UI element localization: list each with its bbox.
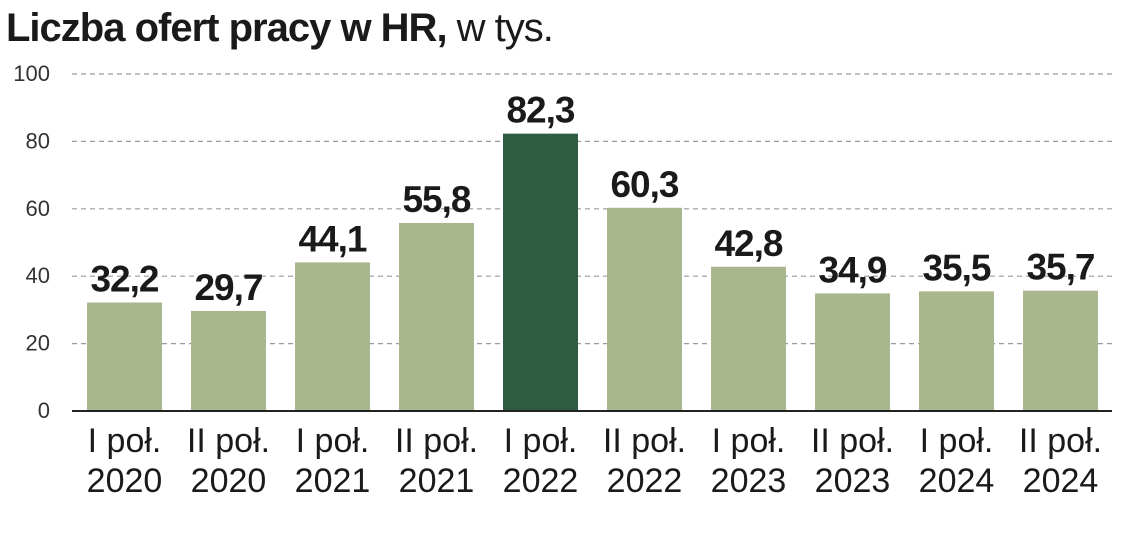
data-label: 60,3 [610,164,678,205]
x-tick-label-period: I poł. [920,422,994,460]
x-tick-label-year: 2024 [919,462,995,500]
x-tick-label-period: II poł. [1019,422,1102,460]
chart-title: Liczba ofert pracy w HR, w tys. [6,6,554,50]
y-tick-label: 40 [26,263,50,288]
x-tick-label-year: 2021 [399,462,475,500]
x-tick-label-year: 2020 [87,462,163,500]
bar [87,302,162,411]
data-label: 34,9 [818,249,886,290]
data-label: 35,5 [922,247,990,288]
x-tick-label-year: 2022 [503,462,579,500]
bar [399,222,474,411]
x-tick-label-year: 2022 [607,462,683,500]
x-tick-label-period: II poł. [395,422,478,460]
x-tick-label-year: 2024 [1023,462,1099,500]
y-tick-label: 0 [38,398,50,423]
x-tick-label-year: 2021 [295,462,371,500]
y-tick-label: 80 [26,128,50,153]
data-label: 82,3 [506,90,574,131]
bar [815,293,890,411]
x-tick-label-period: II poł. [187,422,270,460]
x-tick-label-year: 2020 [191,462,267,500]
x-tick-label-year: 2023 [711,462,787,500]
y-tick-label: 60 [26,196,50,221]
x-tick-label-period: II poł. [811,422,894,460]
x-tick-label-period: I poł. [504,422,578,460]
x-tick-label-period: I poł. [88,422,162,460]
y-tick-label: 100 [13,61,50,86]
data-label: 29,7 [194,267,262,308]
bar [191,310,266,411]
x-tick-label-year: 2023 [815,462,891,500]
bar [503,133,578,412]
y-tick-label: 20 [26,331,50,356]
bar [607,207,682,411]
x-tick-label-period: I poł. [296,422,370,460]
bar [1023,290,1098,411]
bar [919,291,994,411]
x-tick-label-period: II poł. [603,422,686,460]
data-label: 32,2 [90,258,158,299]
data-label: 55,8 [402,179,470,220]
data-label: 42,8 [714,223,782,264]
bar [711,266,786,411]
data-label: 44,1 [298,218,366,259]
chart-title-main: Liczba ofert pracy w HR, [6,6,448,50]
chart-title-unit: w tys. [446,6,554,50]
x-tick-label-period: I poł. [712,422,786,460]
bar [295,262,370,411]
data-label: 35,7 [1026,247,1094,288]
